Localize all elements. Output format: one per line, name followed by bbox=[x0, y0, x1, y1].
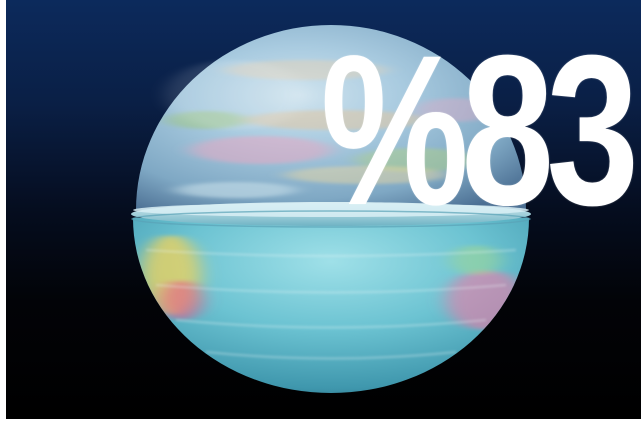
headline-percentage: %83 bbox=[320, 11, 639, 250]
image-frame: %83 bbox=[6, 0, 641, 419]
globe-illustration bbox=[6, 0, 641, 419]
spinning-globe-icon bbox=[131, 25, 531, 393]
